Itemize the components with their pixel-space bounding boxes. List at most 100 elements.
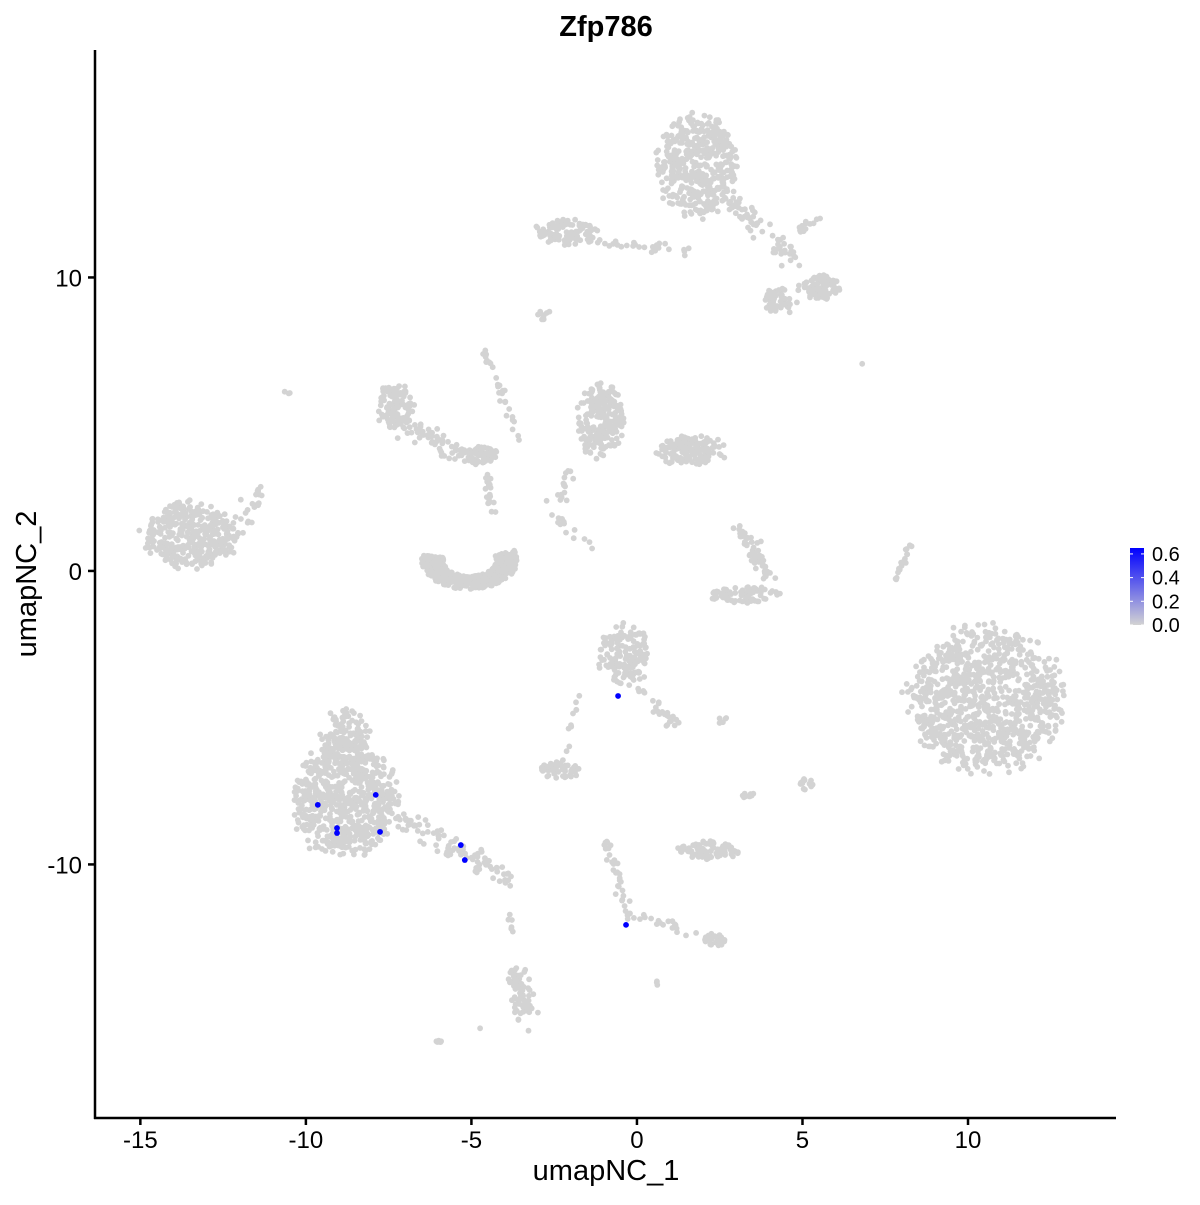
cell-point xyxy=(487,360,494,367)
cell-point xyxy=(706,114,713,121)
cell-point xyxy=(961,738,968,744)
cell-point xyxy=(1045,730,1052,736)
cell-point xyxy=(626,682,633,688)
cell-point xyxy=(311,795,318,802)
cell-point xyxy=(975,748,981,754)
cell-point xyxy=(495,383,501,390)
cell-point xyxy=(622,656,629,662)
cell-point xyxy=(720,442,727,448)
cell-point xyxy=(689,459,695,466)
cell-point xyxy=(376,417,383,424)
cell-point xyxy=(339,715,346,721)
cell-point xyxy=(503,412,510,419)
cell-point xyxy=(671,444,677,451)
cell-point xyxy=(1001,628,1008,635)
cell-point xyxy=(641,674,648,680)
cell-point xyxy=(958,628,964,635)
cell-point xyxy=(983,638,989,645)
cell-point xyxy=(315,818,322,824)
cell-point xyxy=(713,119,720,125)
cell-point xyxy=(319,794,325,800)
cell-point xyxy=(625,634,632,640)
cell-point xyxy=(363,753,369,760)
cell-point xyxy=(324,833,331,840)
cell-point xyxy=(699,216,706,223)
cell-point xyxy=(433,556,440,563)
cell-point xyxy=(679,174,686,181)
cell-point xyxy=(621,903,628,909)
cell-point xyxy=(786,295,793,302)
cell-point xyxy=(636,244,642,250)
cell-point xyxy=(664,151,671,158)
cell-point xyxy=(357,712,363,719)
cell-point xyxy=(817,289,824,296)
cell-point xyxy=(942,699,948,706)
cell-point xyxy=(769,232,776,239)
cell-point xyxy=(506,406,513,412)
cell-point xyxy=(332,783,339,790)
cell-point xyxy=(749,207,756,214)
cell-point xyxy=(446,455,453,462)
cell-point xyxy=(305,837,311,844)
cell-point xyxy=(716,715,723,722)
cell-point xyxy=(509,414,516,420)
cell-point xyxy=(720,132,727,138)
cell-point xyxy=(345,740,352,746)
cell-point xyxy=(301,797,308,804)
cell-point xyxy=(478,846,485,853)
cell-point xyxy=(324,779,331,786)
cell-point xyxy=(703,439,709,446)
cell-point xyxy=(347,813,354,820)
cell-point xyxy=(974,634,981,641)
cell-point xyxy=(648,915,654,922)
cell-point xyxy=(511,1004,518,1011)
cell-point xyxy=(361,741,368,748)
cell-point xyxy=(823,273,830,280)
cell-point xyxy=(925,653,932,659)
cell-point xyxy=(982,741,988,748)
cell-point xyxy=(255,486,261,493)
expressing-cell-point xyxy=(372,791,379,798)
cell-point xyxy=(214,526,221,533)
cell-point xyxy=(499,864,506,870)
cell-point xyxy=(189,520,196,527)
cell-point xyxy=(581,390,588,397)
cell-point xyxy=(362,728,369,734)
cell-point xyxy=(939,676,946,683)
cell-point xyxy=(175,565,182,572)
cell-point xyxy=(401,425,408,432)
cell-point xyxy=(636,630,643,637)
cell-point xyxy=(974,646,981,653)
cell-point xyxy=(237,496,244,503)
cell-point xyxy=(666,200,673,206)
cell-point xyxy=(679,155,685,162)
cell-point xyxy=(953,732,960,739)
cell-point xyxy=(1010,660,1016,667)
cell-point xyxy=(745,584,751,590)
cell-point xyxy=(899,689,905,696)
cell-point xyxy=(684,115,691,121)
cell-point xyxy=(723,136,730,143)
cell-point xyxy=(1014,671,1020,677)
cell-point xyxy=(662,447,668,453)
cell-point xyxy=(994,695,1000,701)
cell-point xyxy=(722,844,729,850)
cell-point xyxy=(166,548,172,555)
cell-point xyxy=(492,454,499,461)
cell-point xyxy=(597,398,604,405)
cell-point xyxy=(794,299,800,306)
cell-point xyxy=(549,224,556,231)
cell-point xyxy=(493,864,500,871)
cell-point xyxy=(487,581,494,588)
cell-point xyxy=(461,458,468,464)
cell-point xyxy=(185,552,192,559)
cell-point xyxy=(162,557,169,564)
cell-point xyxy=(967,732,974,738)
cell-point xyxy=(391,385,397,392)
cell-point xyxy=(148,521,155,528)
cell-point xyxy=(674,194,681,201)
cell-point xyxy=(387,401,394,408)
cell-point xyxy=(555,492,561,498)
cell-point xyxy=(553,774,560,781)
cell-point xyxy=(343,706,350,712)
